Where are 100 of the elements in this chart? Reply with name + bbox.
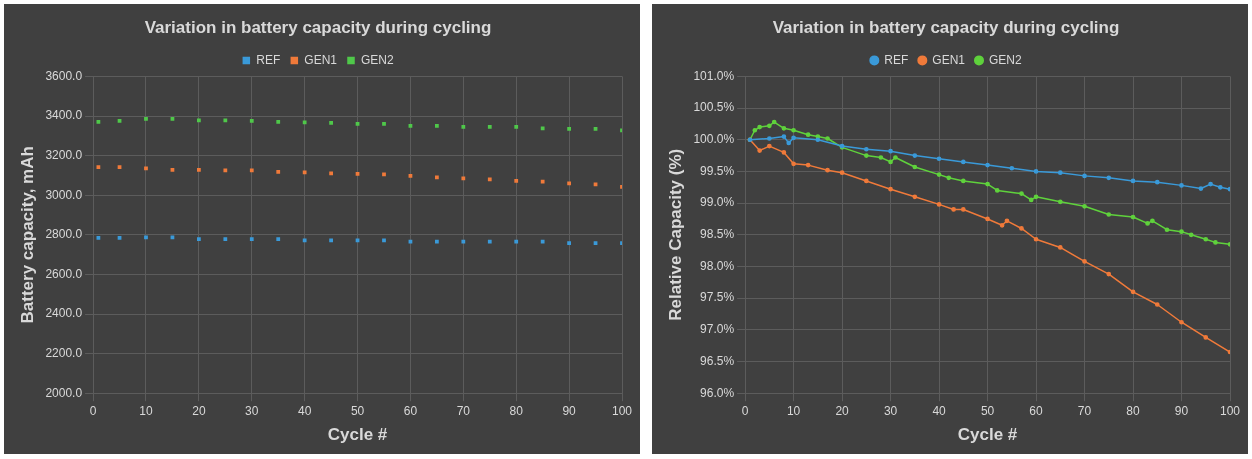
point	[144, 117, 148, 121]
y-tick-label: 3000.0	[45, 187, 83, 202]
point	[593, 126, 598, 131]
point	[144, 235, 148, 240]
y-tick-label: 101.0%	[693, 68, 735, 83]
point	[170, 117, 175, 121]
point	[593, 182, 598, 187]
chart-title: Variation in battery capacity during cycling	[144, 17, 492, 37]
x-tick-label: 0	[741, 403, 749, 418]
y-tick-label: 96.5%	[700, 353, 735, 368]
x-tick-label: 20	[192, 403, 206, 418]
point	[461, 239, 466, 244]
point	[329, 121, 333, 125]
point	[435, 175, 439, 180]
y-tick-label: 100.5%	[693, 100, 735, 115]
point	[276, 120, 281, 124]
point	[540, 126, 545, 131]
y-tick-label: 2400.0	[45, 306, 83, 321]
point	[276, 169, 281, 174]
point	[461, 176, 466, 181]
point	[96, 165, 101, 169]
point	[487, 125, 492, 129]
point	[487, 239, 492, 244]
point	[170, 167, 175, 172]
y-tick-label: 3600.0	[45, 68, 83, 83]
y-tick-label: 97.0%	[700, 322, 735, 337]
x-tick-label: 50	[350, 403, 365, 418]
point	[567, 126, 571, 131]
y-axis-title: Battery capacity, mAh	[17, 146, 37, 324]
point	[96, 235, 101, 240]
point	[197, 118, 201, 123]
y-tick-label: 98.0%	[700, 258, 735, 273]
x-tick-label: 90	[562, 403, 577, 418]
x-axis-title: Cycle #	[957, 425, 1018, 445]
point	[435, 239, 439, 244]
x-tick-label: 80	[509, 403, 524, 418]
point	[593, 241, 598, 245]
legend-label: GEN2	[989, 52, 1022, 67]
point	[355, 238, 360, 243]
point	[302, 238, 307, 243]
point	[302, 120, 307, 125]
legend-label: GEN2	[361, 52, 394, 67]
point	[514, 239, 519, 244]
x-tick-label: 60	[403, 403, 418, 418]
x-tick-label: 100	[1219, 403, 1241, 418]
point	[382, 238, 386, 243]
point	[117, 119, 122, 123]
point	[223, 168, 228, 173]
point	[96, 120, 101, 124]
y-tick-label: 2000.0	[45, 385, 83, 400]
point	[117, 165, 122, 169]
y-tick-label: 2200.0	[45, 345, 83, 360]
y-tick-label: 3400.0	[45, 108, 83, 123]
y-tick-label: 100.0%	[693, 132, 735, 147]
point	[408, 173, 413, 178]
x-tick-label: 80	[1126, 403, 1141, 418]
point	[540, 239, 545, 244]
legend-label: GEN1	[932, 52, 966, 67]
legend-label: REF	[884, 52, 909, 67]
y-tick-label: 98.5%	[700, 227, 735, 242]
x-tick-label: 30	[883, 403, 898, 418]
point	[117, 235, 122, 240]
y-tick-label: 96.0%	[700, 385, 735, 400]
y-tick-label: 97.5%	[700, 290, 735, 305]
point	[435, 124, 439, 128]
y-axis-title: Relative Capacity (%)	[665, 148, 685, 321]
point	[170, 235, 175, 240]
point	[514, 125, 519, 129]
x-tick-label: 60	[1029, 403, 1044, 418]
x-tick-label: 0	[89, 403, 97, 418]
point	[408, 124, 413, 128]
point	[249, 119, 254, 123]
x-tick-label: 10	[139, 403, 153, 418]
x-tick-label: 100	[611, 403, 633, 418]
point	[461, 125, 466, 129]
point	[329, 171, 333, 176]
point	[302, 170, 307, 175]
x-tick-label: 40	[932, 403, 947, 418]
legend-label: REF	[256, 52, 281, 67]
point	[540, 179, 545, 184]
point	[355, 122, 360, 126]
point	[567, 241, 571, 245]
x-tick-label: 70	[456, 403, 471, 418]
point	[567, 181, 571, 186]
point	[408, 239, 413, 244]
point	[223, 118, 228, 123]
point	[249, 237, 254, 242]
point	[197, 237, 201, 242]
y-tick-label: 2800.0	[45, 227, 83, 242]
point	[329, 238, 333, 243]
y-tick-label: 3200.0	[45, 147, 83, 162]
y-tick-label: 99.0%	[700, 195, 735, 210]
x-tick-label: 30	[245, 403, 259, 418]
point	[144, 166, 148, 171]
x-tick-label: 70	[1077, 403, 1092, 418]
point	[276, 237, 281, 242]
x-axis-title: Cycle #	[327, 425, 388, 445]
point	[514, 179, 519, 183]
y-tick-label: 99.5%	[700, 163, 735, 178]
legend-label: GEN1	[304, 52, 338, 67]
